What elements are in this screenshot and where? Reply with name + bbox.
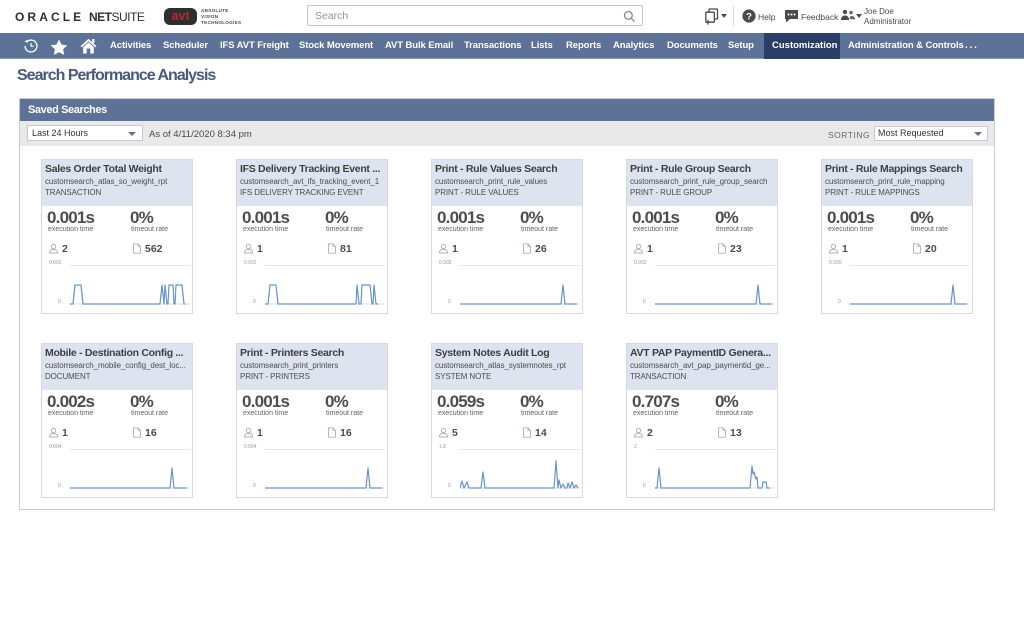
svg-text:?: ?	[746, 11, 752, 22]
